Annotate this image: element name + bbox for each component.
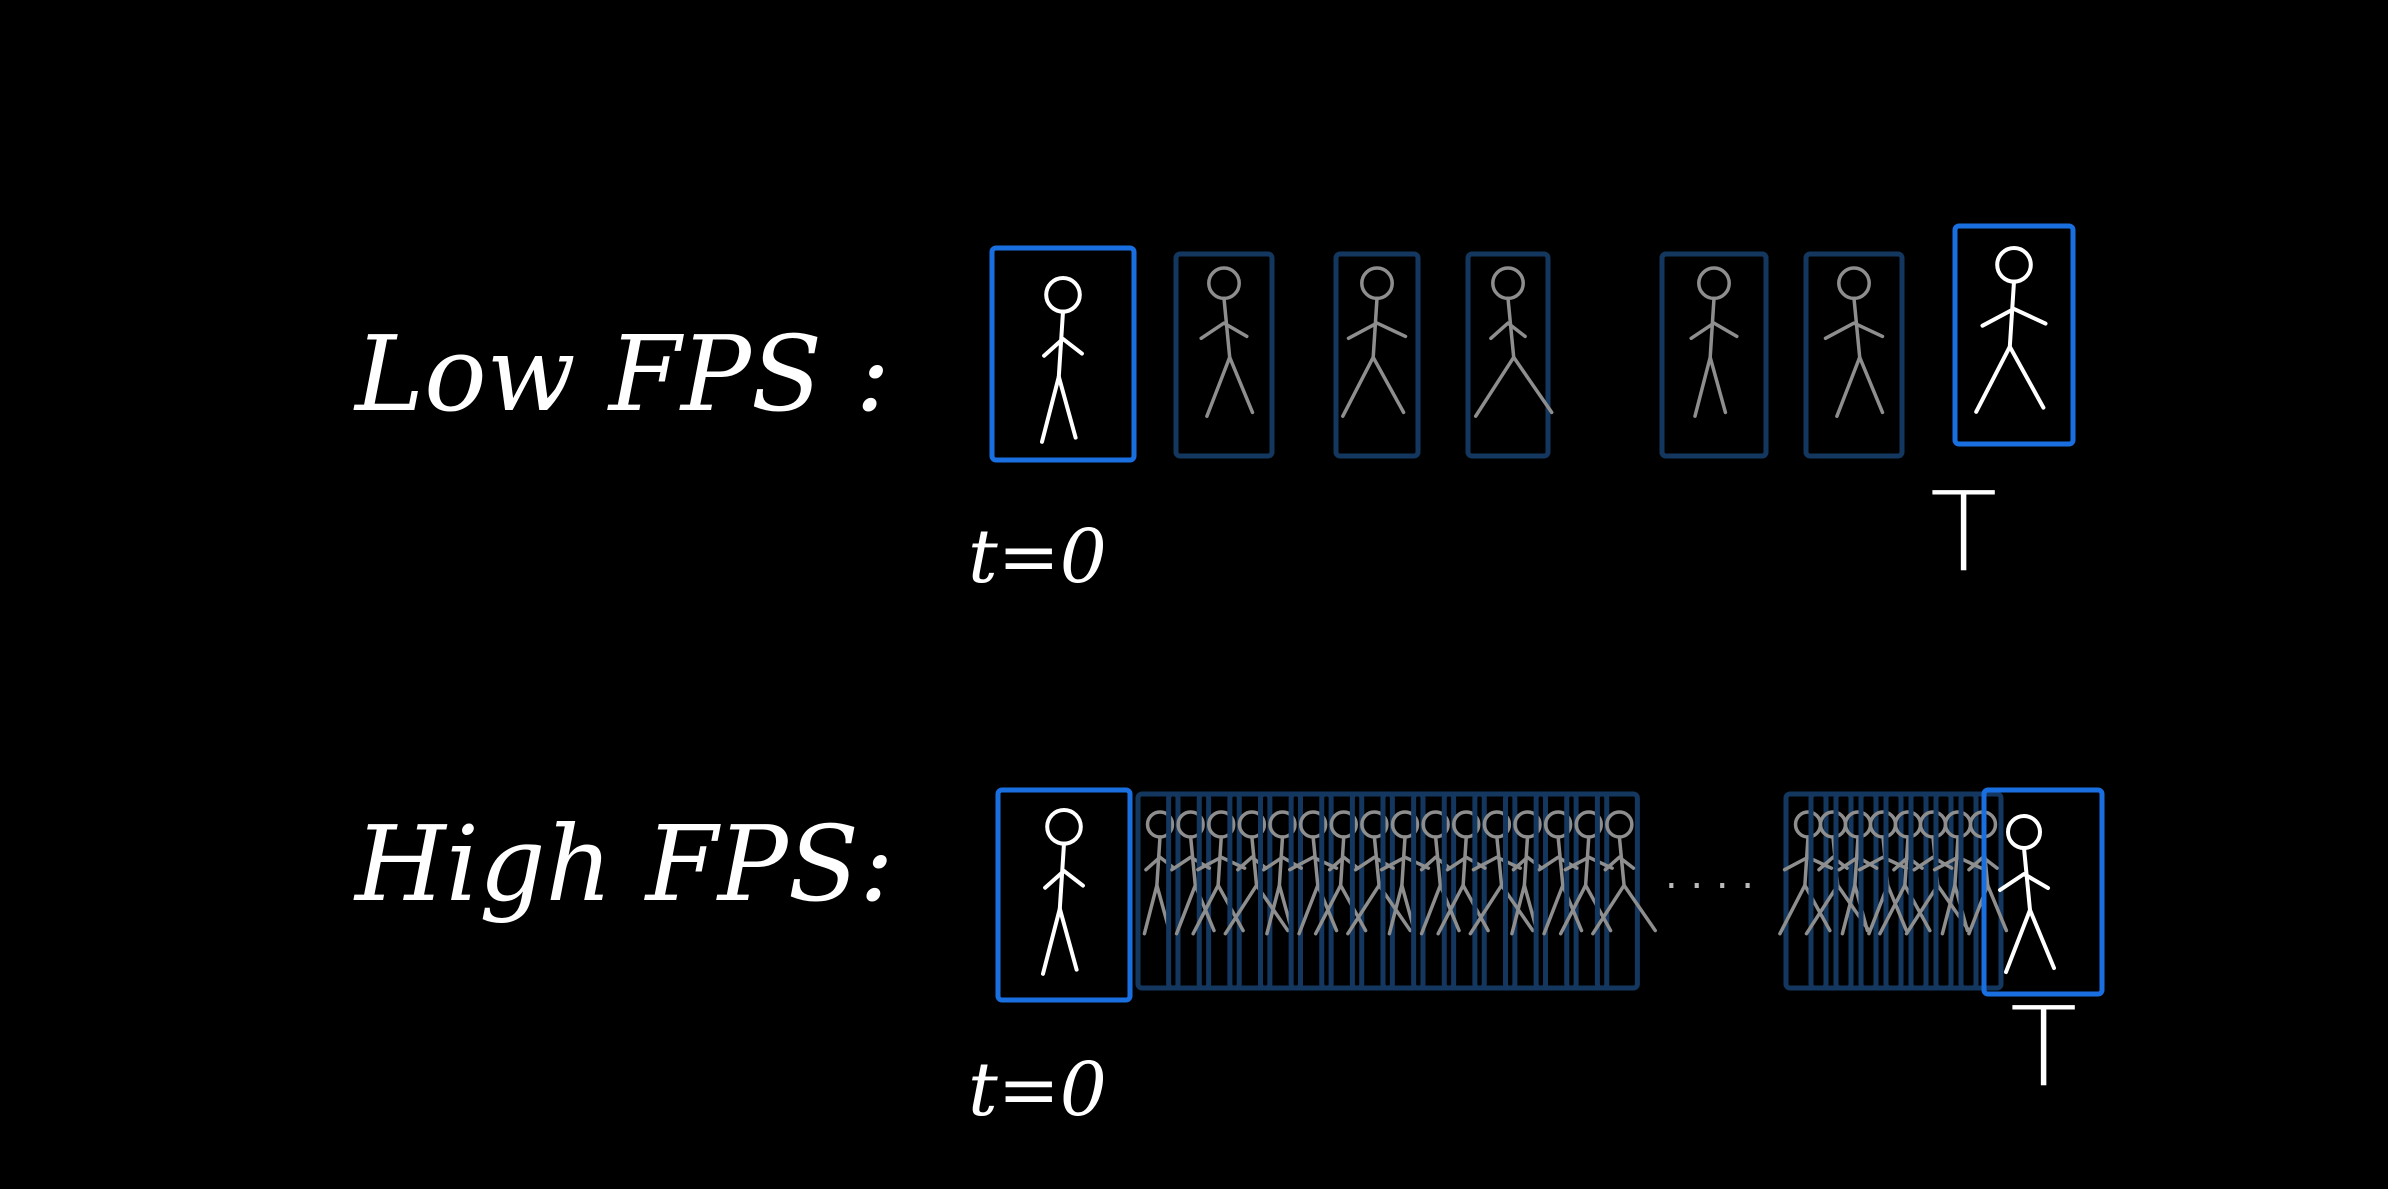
- high-fps-frame-a-10-border: [1411, 791, 1457, 991]
- high-fps-frame-a-4-border: [1227, 791, 1273, 991]
- high-fps-frame-a-3-border: [1196, 791, 1242, 991]
- high-fps-frame-b-1-border: [1783, 791, 1829, 991]
- high-fps-frame-a-14-border: [1533, 791, 1579, 991]
- low-fps-end-frame: [1952, 223, 2076, 447]
- high-fps-frame-a-16: [1594, 791, 1640, 991]
- low-fps-start-label: t=0: [968, 514, 1107, 600]
- high-fps-frame-a-3: [1196, 791, 1242, 991]
- high-fps-frame-a-11-border: [1441, 791, 1487, 991]
- low-fps-frame-extra: [1659, 251, 1769, 459]
- high-fps-frame-a-5: [1258, 791, 1303, 991]
- high-fps-frame-a-13-border: [1503, 791, 1548, 991]
- low-fps-figure-3: [1473, 266, 1554, 418]
- high-fps-figure-a-12: [1468, 810, 1535, 936]
- low-fps-start-figure: [1040, 276, 1084, 444]
- low-fps-frame-5-border: [1803, 251, 1905, 459]
- low-fps-figure-5: [1823, 266, 1885, 418]
- high-fps-frame-a-15: [1564, 791, 1610, 991]
- high-fps-figure-a-2: [1170, 810, 1216, 936]
- low-fps-frame-5: [1803, 251, 1905, 459]
- high-fps-figure-a-3: [1191, 810, 1247, 936]
- low-fps-frame-3-border: [1465, 251, 1551, 459]
- low-fps-figure-1: [1199, 266, 1255, 418]
- low-fps-frame-1-border: [1173, 251, 1275, 459]
- low-fps-start-frame-border: [989, 245, 1137, 463]
- high-fps-frame-a-11: [1441, 791, 1487, 991]
- low-fps-frame-4-border: [1659, 251, 1769, 459]
- high-fps-start-label: t=0: [968, 1047, 1107, 1133]
- high-fps-frame-b-5: [1883, 791, 1929, 991]
- high-fps-figure-a-8: [1346, 810, 1413, 936]
- high-fps-frame-b-3-border: [1833, 791, 1879, 991]
- high-fps-frame-a-15-border: [1564, 791, 1610, 991]
- high-fps-frame-a-16-border: [1594, 791, 1640, 991]
- high-fps-row: High FPS: . . . . t=0 T: [353, 787, 2105, 1133]
- high-fps-start-frame: [995, 787, 1133, 1003]
- low-fps-frame-1: [1173, 251, 1275, 459]
- high-fps-figure-a-15: [1558, 810, 1614, 936]
- low-fps-end-figure: [1974, 245, 2048, 414]
- high-fps-start-figure: [1041, 808, 1085, 976]
- high-fps-figure-b-5: [1878, 810, 1932, 936]
- high-fps-frame-a-9: [1380, 791, 1426, 991]
- high-fps-frame-a-12: [1472, 791, 1518, 991]
- high-fps-frame-a-6: [1288, 791, 1334, 991]
- high-fps-frame-a-5-border: [1258, 791, 1303, 991]
- low-fps-frame-extra-border: [1659, 251, 1769, 459]
- high-fps-figure-a-5: [1262, 810, 1303, 936]
- high-fps-ellipsis: . . . .: [1665, 852, 1754, 898]
- low-fps-label: Low FPS :: [353, 313, 890, 435]
- high-fps-frame-b-2: [1808, 791, 1854, 991]
- low-fps-end-label: T: [1930, 468, 1997, 596]
- high-fps-frame-b-7-border: [1933, 791, 1979, 991]
- high-fps-figure-a-6: [1287, 810, 1339, 936]
- high-fps-frame-b-6-border: [1908, 791, 1954, 991]
- high-fps-frame-a-14: [1533, 791, 1579, 991]
- low-fps-frame-2-border: [1333, 251, 1421, 459]
- low-fps-start-frame: [989, 245, 1137, 463]
- high-fps-frame-a-4: [1227, 791, 1273, 991]
- low-fps-frames: [989, 223, 2076, 463]
- high-fps-frame-a-1-border: [1135, 791, 1181, 991]
- high-fps-figure-a-14: [1537, 810, 1584, 936]
- high-fps-frames: [995, 787, 2105, 1003]
- high-fps-frame-b-1: [1783, 791, 1829, 991]
- high-fps-figure-a-9: [1379, 810, 1431, 936]
- high-fps-figure-a-11: [1436, 810, 1490, 936]
- high-fps-frame-b-3: [1833, 791, 1879, 991]
- low-fps-frame-2: [1333, 251, 1421, 459]
- low-fps-end-frame-border: [1952, 223, 2076, 447]
- high-fps-frame-b-7: [1933, 791, 1979, 991]
- high-fps-end-figure: [1998, 814, 2056, 974]
- high-fps-frame-b-5-border: [1883, 791, 1929, 991]
- high-fps-frame-a-8-border: [1349, 791, 1395, 991]
- high-fps-frame-a-6-border: [1288, 791, 1334, 991]
- low-fps-frame-4: [1659, 251, 1769, 459]
- high-fps-end-frame-border: [1981, 787, 2105, 997]
- high-fps-frame-a-7: [1319, 791, 1365, 991]
- high-fps-frame-a-2-border: [1166, 791, 1212, 991]
- high-fps-frame-a-2: [1166, 791, 1212, 991]
- high-fps-frame-b-6: [1908, 791, 1954, 991]
- high-fps-label: High FPS:: [353, 803, 894, 925]
- high-fps-frame-a-1: [1135, 791, 1181, 991]
- high-fps-frame-a-12-border: [1472, 791, 1518, 991]
- high-fps-figure-a-10: [1419, 810, 1461, 936]
- high-fps-start-frame-border: [995, 787, 1133, 1003]
- high-fps-frame-b-2-border: [1808, 791, 1854, 991]
- high-fps-frame-a-7-border: [1319, 791, 1365, 991]
- high-fps-figure-a-16: [1591, 810, 1658, 936]
- low-fps-figure-2: [1341, 266, 1408, 418]
- high-fps-frame-a-8: [1349, 791, 1395, 991]
- low-fps-frame-3: [1465, 251, 1551, 459]
- high-fps-frame-a-9-border: [1380, 791, 1426, 991]
- high-fps-frame-a-13: [1503, 791, 1548, 991]
- low-fps-row: Low FPS : t=0 T: [353, 223, 2076, 600]
- low-fps-figure-4: [1689, 266, 1739, 418]
- high-fps-frame-a-10: [1411, 791, 1457, 991]
- high-fps-end-label: T: [2010, 983, 2077, 1111]
- high-fps-end-frame: [1981, 787, 2105, 997]
